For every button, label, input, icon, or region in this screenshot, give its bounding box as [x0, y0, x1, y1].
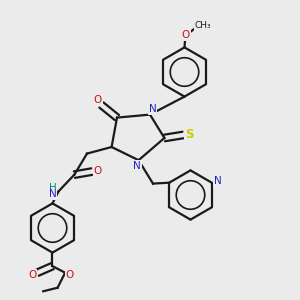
Text: O: O — [65, 270, 74, 280]
Text: O: O — [94, 95, 102, 105]
Text: O: O — [182, 30, 190, 40]
Text: CH₃: CH₃ — [195, 21, 212, 30]
Text: N: N — [148, 104, 156, 114]
Text: N: N — [49, 189, 56, 200]
Text: N: N — [214, 176, 222, 186]
Text: N: N — [133, 161, 141, 171]
Text: O: O — [94, 166, 102, 176]
Text: O: O — [28, 270, 36, 280]
Text: H: H — [49, 183, 56, 194]
Text: S: S — [185, 128, 193, 141]
